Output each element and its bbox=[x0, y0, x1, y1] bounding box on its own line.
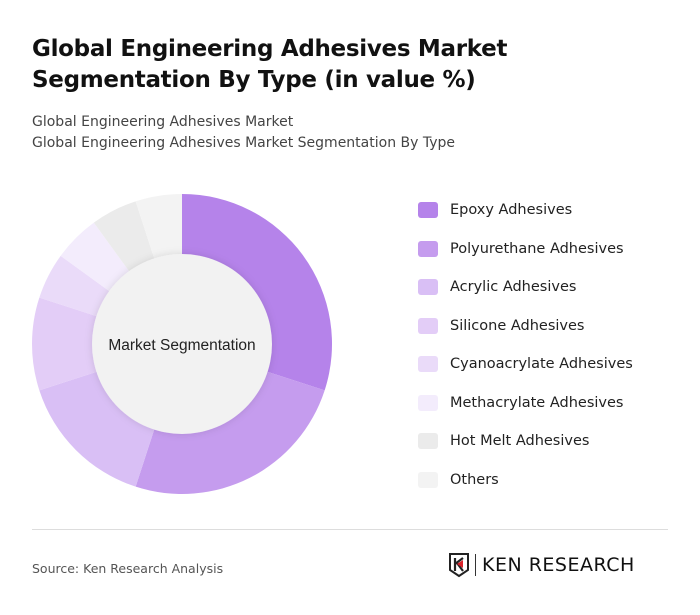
logo-text: KEN RESEARCH bbox=[482, 554, 635, 576]
legend-item: Silicone Adhesives bbox=[418, 316, 584, 336]
legend-label: Cyanoacrylate Adhesives bbox=[450, 356, 633, 372]
slice-silicone-adhesives bbox=[32, 297, 99, 391]
ken-research-logo: KEN RESEARCH bbox=[448, 552, 635, 578]
legend-label: Acrylic Adhesives bbox=[450, 279, 577, 295]
legend-label: Hot Melt Adhesives bbox=[450, 433, 590, 449]
legend-label: Methacrylate Adhesives bbox=[450, 394, 624, 411]
logo-icon bbox=[449, 553, 469, 578]
legend-swatch bbox=[418, 240, 438, 257]
source-text: Source: Ken Research Analysis bbox=[32, 561, 224, 576]
legend-label: Silicone Adhesives bbox=[450, 317, 585, 334]
slice-others bbox=[135, 194, 182, 261]
legend-label: Others bbox=[450, 471, 499, 488]
slice-cyanoacrylate-adhesives bbox=[39, 255, 111, 317]
legend-item: Acrylic Adhesives bbox=[418, 277, 576, 297]
divider bbox=[32, 529, 668, 530]
chart-title: Global Engineering Adhesives Market Segm… bbox=[32, 36, 508, 93]
slice-hot-melt-adhesives bbox=[93, 201, 155, 273]
legend-item: Polyurethane Adhesives bbox=[418, 239, 624, 259]
legend-label: Polyurethane Adhesives bbox=[450, 240, 624, 257]
legend-swatch bbox=[418, 394, 438, 411]
legend-item: Cyanoacrylate Adhesives bbox=[418, 354, 633, 374]
legend-swatch bbox=[418, 279, 438, 295]
legend-item: Hot Melt Adhesives bbox=[418, 431, 589, 451]
legend-swatch bbox=[418, 202, 438, 218]
center-label: Market Segmentation bbox=[108, 337, 255, 354]
donut-center bbox=[92, 254, 272, 434]
chart-subtitle-2: Global Engineering Adhesives Market Segm… bbox=[32, 135, 456, 151]
donut-chart: Market Segmentation bbox=[32, 194, 332, 495]
legend-item: Others bbox=[418, 470, 499, 490]
slice-acrylic-adhesives bbox=[39, 371, 155, 487]
legend-swatch bbox=[418, 317, 438, 334]
legend-item: Methacrylate Adhesives bbox=[418, 393, 623, 413]
slice-epoxy-adhesives bbox=[182, 194, 332, 391]
slice-polyurethane-adhesives bbox=[135, 371, 325, 495]
legend-swatch bbox=[418, 471, 438, 488]
slice-methacrylate-adhesives bbox=[60, 222, 131, 293]
legend-label: Epoxy Adhesives bbox=[450, 202, 573, 218]
chart-subtitle: Global Engineering Adhesives Market bbox=[32, 114, 294, 130]
legend-item: Epoxy Adhesives bbox=[418, 200, 572, 220]
legend-swatch bbox=[418, 433, 438, 449]
legend-swatch bbox=[418, 356, 438, 372]
